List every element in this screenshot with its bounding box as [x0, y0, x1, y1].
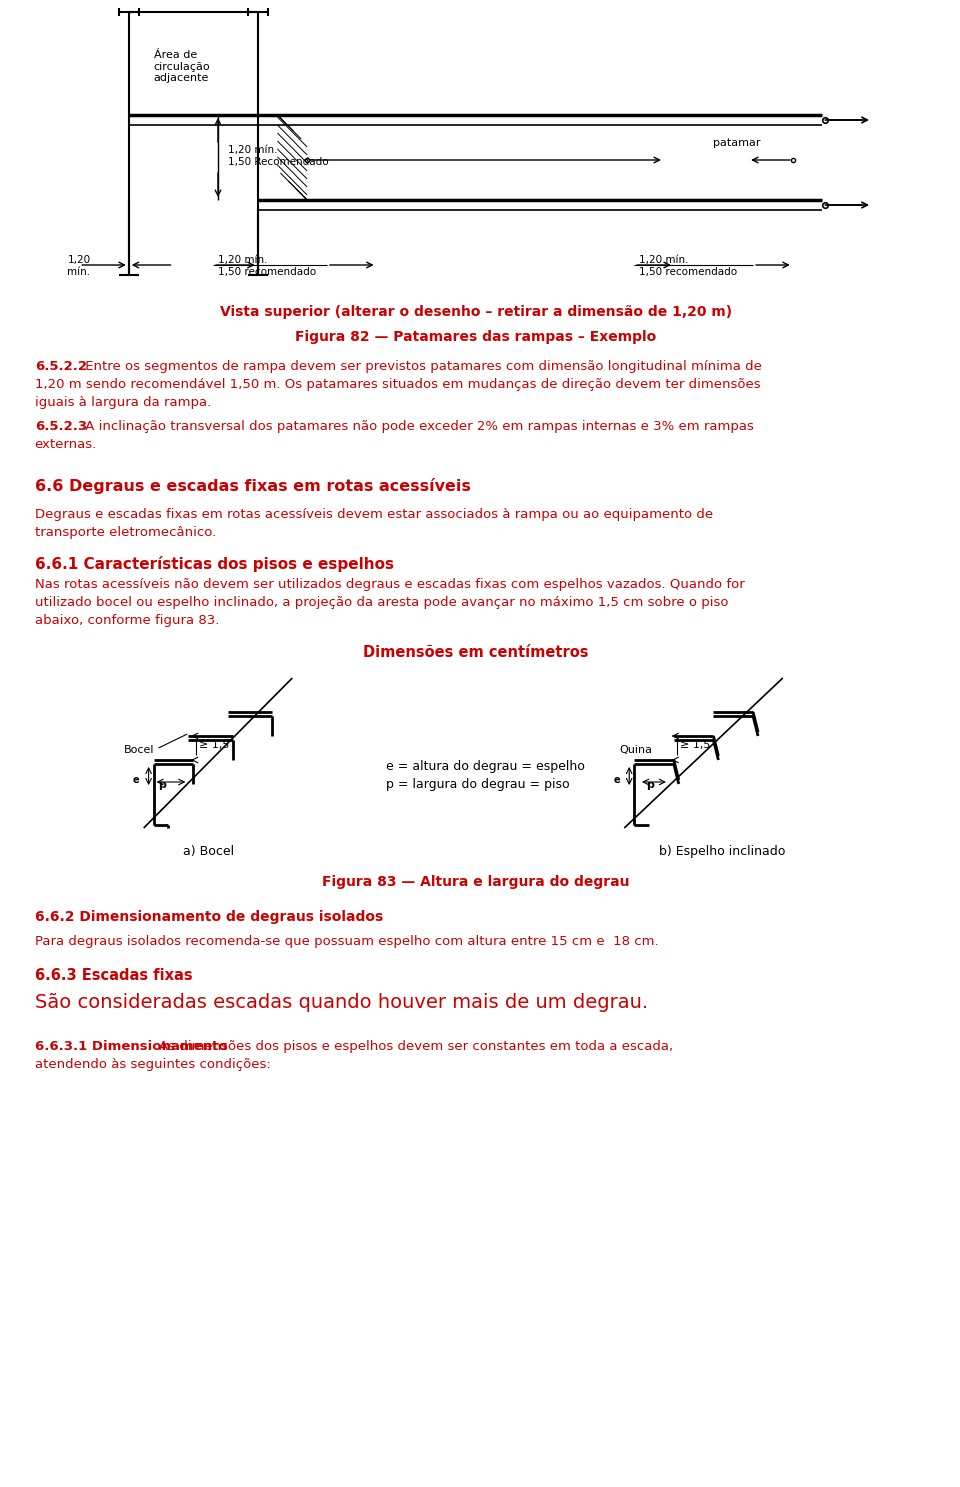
Text: 6.6.1 Características dos pisos e espelhos: 6.6.1 Características dos pisos e espelh…	[35, 556, 394, 572]
Text: 6.6 Degraus e escadas fixas em rotas acessíveis: 6.6 Degraus e escadas fixas em rotas ace…	[35, 477, 470, 494]
Text: Figura 83 — Altura e largura do degrau: Figura 83 — Altura e largura do degrau	[322, 874, 630, 889]
Text: As dimensões dos pisos e espelhos devem ser constantes em toda a escada,: As dimensões dos pisos e espelhos devem …	[158, 1039, 673, 1053]
Text: p: p	[646, 781, 654, 790]
Text: patamar: patamar	[713, 138, 761, 149]
Text: 6.5.2.2: 6.5.2.2	[35, 360, 86, 373]
Text: 6.6.2 Dimensionamento de degraus isolados: 6.6.2 Dimensionamento de degraus isolado…	[35, 910, 383, 923]
Text: p: p	[158, 781, 166, 790]
Text: Área de
circulação
adjacente: Área de circulação adjacente	[154, 51, 210, 83]
Text: 1,20
mín.: 1,20 mín.	[67, 254, 90, 277]
Text: Dimensões em centímetros: Dimensões em centímetros	[363, 645, 588, 660]
Text: 6.5.2.3: 6.5.2.3	[35, 419, 86, 433]
Text: ≥ 1,5: ≥ 1,5	[680, 741, 710, 749]
Text: p = largura do degrau = piso: p = largura do degrau = piso	[387, 778, 570, 791]
Text: e: e	[133, 775, 140, 785]
Text: iguais à largura da rampa.: iguais à largura da rampa.	[35, 396, 211, 409]
Text: 6.6.3 Escadas fixas: 6.6.3 Escadas fixas	[35, 968, 192, 983]
Text: Nas rotas acessíveis não devem ser utilizados degraus e escadas fixas com espelh: Nas rotas acessíveis não devem ser utili…	[35, 578, 744, 590]
Text: 1,20 mín.
1,50 Recomendado: 1,20 mín. 1,50 Recomendado	[228, 146, 328, 167]
Text: atendendo às seguintes condições:: atendendo às seguintes condições:	[35, 1057, 271, 1071]
Text: Figura 82 — Patamares das rampas – Exemplo: Figura 82 — Patamares das rampas – Exemp…	[295, 330, 657, 343]
Text: e: e	[613, 775, 620, 785]
Text: ≥ 1,5: ≥ 1,5	[199, 741, 229, 749]
Text: b) Espelho inclinado: b) Espelho inclinado	[659, 845, 785, 858]
Text: Quina: Quina	[619, 745, 652, 755]
Text: e = altura do degrau = espelho: e = altura do degrau = espelho	[387, 760, 586, 773]
Text: transporte eletromecânico.: transporte eletromecânico.	[35, 526, 216, 538]
Text: a) Bocel: a) Bocel	[183, 845, 234, 858]
Text: Para degraus isolados recomenda-se que possuam espelho com altura entre 15 cm e : Para degraus isolados recomenda-se que p…	[35, 935, 659, 949]
Text: A inclinação transversal dos patamares não pode exceder 2% em rampas internas e : A inclinação transversal dos patamares n…	[82, 419, 755, 433]
Text: externas.: externas.	[35, 439, 97, 451]
Text: Vista superior (alterar o desenho – retirar a dimensão de 1,20 m): Vista superior (alterar o desenho – reti…	[220, 305, 732, 320]
Text: 1,20 mín.
1,50 recomendado: 1,20 mín. 1,50 recomendado	[218, 254, 316, 277]
Text: Bocel: Bocel	[124, 745, 155, 755]
Text: abaixo, conforme figura 83.: abaixo, conforme figura 83.	[35, 614, 219, 628]
Text: São consideradas escadas quando houver mais de um degrau.: São consideradas escadas quando houver m…	[35, 993, 648, 1013]
Text: Degraus e escadas fixas em rotas acessíveis devem estar associados à rampa ou ao: Degraus e escadas fixas em rotas acessív…	[35, 509, 713, 520]
Text: 1,20 mín.
1,50 recomendado: 1,20 mín. 1,50 recomendado	[639, 254, 737, 277]
Text: utilizado bocel ou espelho inclinado, a projeção da aresta pode avançar no máxim: utilizado bocel ou espelho inclinado, a …	[35, 596, 729, 610]
Text: 1,20 m sendo recomendável 1,50 m. Os patamares situados em mudanças de direção d: 1,20 m sendo recomendável 1,50 m. Os pat…	[35, 378, 760, 391]
Text: Entre os segmentos de rampa devem ser previstos patamares com dimensão longitudi: Entre os segmentos de rampa devem ser pr…	[82, 360, 762, 373]
Text: 6.6.3.1 Dimensionamento: 6.6.3.1 Dimensionamento	[35, 1039, 228, 1053]
